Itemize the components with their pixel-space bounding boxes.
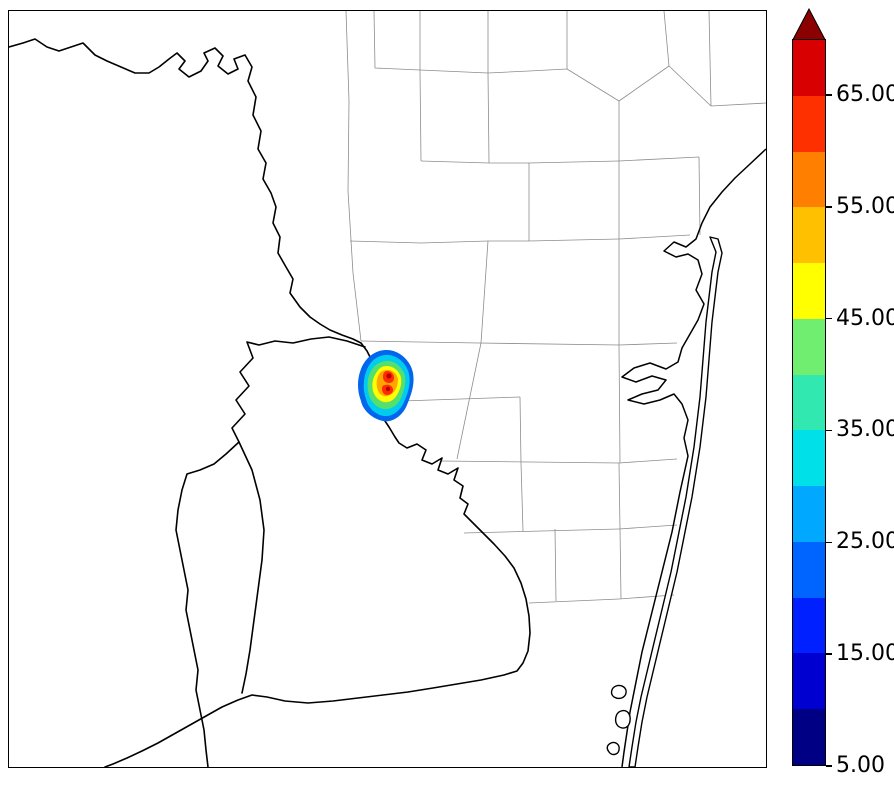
- map-canvas: [9, 11, 766, 767]
- colorbar-tick: [826, 94, 832, 96]
- county-boundary-line: [345, 11, 362, 342]
- county-boundary-line: [373, 11, 421, 71]
- colorbar-segment: [793, 151, 825, 208]
- colorbar-tick: [826, 541, 832, 544]
- county-boundary-line: [668, 65, 712, 107]
- county-boundary-line: [440, 460, 620, 464]
- county-boundary-line: [619, 528, 622, 600]
- colorbar-segment: [793, 430, 825, 487]
- county-boundary-line: [487, 72, 490, 164]
- coastline: [606, 148, 766, 767]
- colorbar-segment: [793, 318, 825, 375]
- radar-echo: [358, 349, 414, 422]
- colorbar-tick-label: 15.00: [836, 641, 894, 667]
- state-boundary-line: [238, 441, 265, 694]
- colorbar-tick-label: 5.00: [836, 753, 885, 778]
- county-boundary-line: [419, 69, 422, 162]
- small-island: [614, 709, 631, 729]
- radar-contour-dark-red: [386, 373, 392, 379]
- county-boundary-line: [528, 598, 620, 604]
- county-boundary-line: [360, 340, 620, 346]
- county-boundary-line: [489, 160, 620, 164]
- county-boundaries: [345, 11, 766, 604]
- colorbar-tick: [826, 429, 832, 432]
- colorbar-tick: [826, 765, 832, 767]
- mainland-coastline: [621, 148, 766, 767]
- barrier-island: [628, 236, 723, 767]
- colorbar-segment: [793, 653, 825, 710]
- colorbar-segment: [793, 541, 825, 598]
- colorbar-tick: [826, 206, 832, 208]
- colorbar-tick-label: 25.00: [836, 529, 894, 555]
- county-boundary-line: [618, 462, 621, 530]
- map-plot: [8, 10, 767, 768]
- county-boundary-line: [463, 528, 620, 534]
- county-boundary-line: [456, 342, 482, 460]
- county-boundary-line: [618, 344, 621, 464]
- colorbar-segment: [793, 263, 825, 319]
- colorbar-segment: [793, 207, 825, 264]
- small-island: [610, 684, 627, 700]
- colorbar-segment: [793, 709, 825, 765]
- county-boundary-line: [618, 342, 678, 346]
- county-boundary-line: [618, 65, 670, 102]
- colorbar-tick-label: 45.00: [836, 305, 894, 331]
- county-boundary-line: [520, 462, 524, 532]
- county-boundary-line: [480, 240, 489, 344]
- county-boundary-line: [519, 396, 522, 464]
- colorbar-tick-label: 65.00: [836, 81, 894, 107]
- colorbar-tick-label: 35.00: [836, 417, 894, 443]
- county-boundary-line: [618, 156, 700, 162]
- colorbar-segment: [793, 374, 825, 431]
- county-boundary-line: [710, 102, 766, 107]
- colorbar-extend-arrow: [792, 8, 826, 40]
- colorbar-tick-label: 55.00: [836, 193, 894, 219]
- colorbar-segment: [793, 40, 825, 96]
- county-boundary-line: [401, 396, 521, 402]
- colorbar-tick: [826, 317, 832, 320]
- colorbar-extend-arrow-shape: [792, 8, 826, 40]
- colorbar: 5.00 15.00 25.00 35.00 45.00 55.00 65.00: [792, 8, 894, 785]
- county-boundary-line: [708, 11, 712, 107]
- rio-grande-border-line: [9, 38, 531, 767]
- county-boundary-line: [528, 238, 620, 242]
- county-boundary-line: [554, 528, 557, 602]
- county-boundary-line: [663, 11, 670, 67]
- county-boundary-line: [420, 160, 490, 164]
- county-boundary-line: [419, 69, 489, 74]
- colorbar-segment: [793, 486, 825, 542]
- small-island: [606, 741, 620, 756]
- county-boundary-line: [566, 68, 620, 102]
- international-border: [9, 38, 531, 767]
- county-boundary-line: [618, 524, 678, 530]
- colorbar-tick: [826, 653, 832, 655]
- county-boundary-line: [698, 156, 701, 236]
- county-boundary-line: [349, 240, 529, 244]
- county-boundary-line: [618, 234, 691, 240]
- county-boundary-line: [487, 68, 568, 74]
- state-boundary-line: [175, 336, 366, 767]
- colorbar-segment: [793, 597, 825, 654]
- county-boundary-line: [618, 458, 678, 464]
- colorbar-body: [792, 39, 826, 766]
- colorbar-segment: [793, 95, 825, 152]
- radar-contour-dark-red: [385, 386, 391, 392]
